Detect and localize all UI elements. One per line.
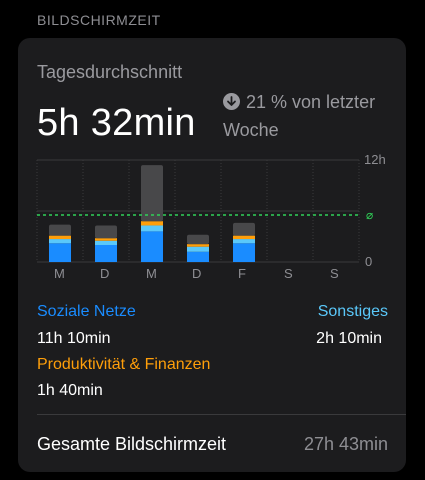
bar-productivity	[187, 244, 209, 247]
x-tick-label: D	[100, 266, 109, 281]
x-tick-label: S	[284, 266, 293, 281]
x-tick-label: D	[192, 266, 201, 281]
bar-rest	[49, 224, 71, 236]
legend-label-social: Soziale Netze	[37, 303, 136, 320]
bar-other	[141, 225, 163, 232]
arrow-down-circle-icon	[223, 93, 240, 110]
bar-rest	[141, 165, 163, 222]
bar-social	[95, 245, 117, 262]
bar-social	[49, 243, 71, 262]
bar-productivity	[141, 221, 163, 226]
daily-average-label: Tagesdurchschnitt	[37, 62, 183, 82]
section-header: BILDSCHIRMZEIT	[37, 12, 161, 28]
legend-label-other: Sonstiges	[317, 303, 388, 320]
divider	[37, 414, 406, 415]
average-marker: ⌀	[366, 208, 373, 222]
bar-social	[141, 231, 163, 262]
legend-value-social: 11h 10min	[37, 330, 111, 347]
bar-rest	[95, 225, 117, 239]
total-label: Gesamte Bildschirmzeit	[37, 434, 227, 454]
usage-chart: M D M D F S S ⌀ 12h 0	[36, 152, 386, 281]
x-tick-label: F	[238, 266, 246, 281]
bar-rest	[233, 222, 255, 236]
weekly-change-text: 21 % von letzter Woche	[223, 92, 376, 140]
total-value: 27h 43min	[303, 434, 388, 454]
bar-other	[95, 240, 117, 245]
x-tick-label: M	[54, 266, 65, 281]
bar-social	[187, 251, 209, 262]
bar-other	[233, 239, 255, 244]
bar-productivity	[95, 238, 117, 241]
weekly-change: 21 % von letzter Woche	[223, 88, 398, 144]
y-tick-label: 12h	[364, 152, 386, 167]
bar-social	[233, 243, 255, 262]
bar-productivity	[49, 235, 71, 240]
bar-other	[49, 239, 71, 244]
legend-value-productivity: 1h 40min	[37, 382, 103, 399]
x-tick-label: S	[330, 266, 339, 281]
daily-average-value: 5h 32min	[37, 102, 196, 144]
screen-time-card[interactable]: Tagesdurchschnitt 5h 32min 21 % von letz…	[18, 38, 406, 472]
legend-label-productivity: Produktivität & Finanzen	[37, 356, 211, 373]
bar-rest	[187, 234, 209, 245]
legend-value-other: 2h 10min	[316, 330, 382, 347]
bar-other	[187, 246, 209, 252]
y-tick-label: 0	[365, 254, 372, 269]
bar-productivity	[233, 235, 255, 240]
x-tick-label: M	[146, 266, 157, 281]
